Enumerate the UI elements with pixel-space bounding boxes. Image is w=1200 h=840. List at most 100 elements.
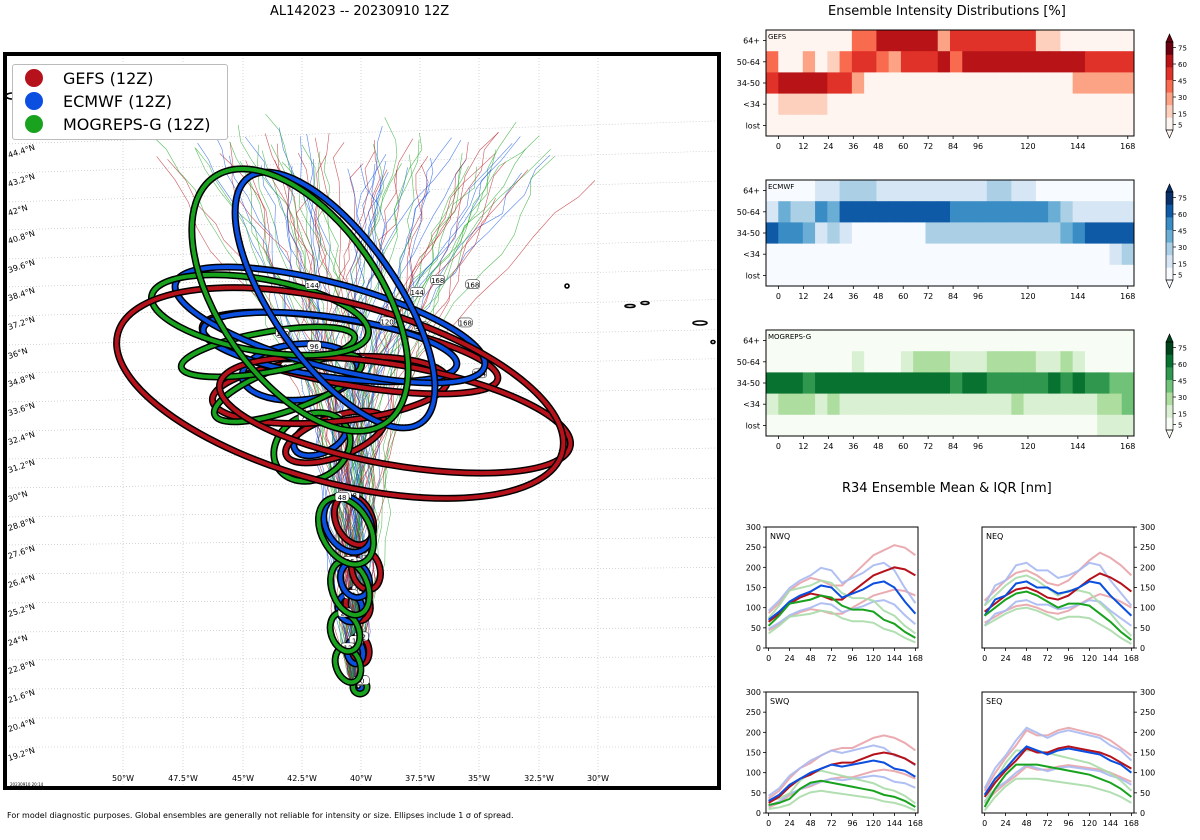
heatmap-cell xyxy=(1121,201,1135,223)
colorbar-min-arrow xyxy=(1165,129,1174,139)
colorbar-tick-label: 5 xyxy=(1178,122,1182,130)
heatmap-cell xyxy=(778,393,791,416)
heatmap-cell xyxy=(1109,393,1123,416)
heatmap-cell xyxy=(1023,72,1037,94)
colorbar-tick-label: 15 xyxy=(1178,411,1187,419)
heatmap-cell xyxy=(778,351,791,373)
x-tick-label: 48 xyxy=(805,654,815,663)
colorbar-tick-label: 75 xyxy=(1178,195,1187,203)
heatmap-cell xyxy=(913,414,926,437)
heatmap-cell xyxy=(1121,372,1135,394)
heatmap-cell xyxy=(1084,264,1098,287)
heatmap-cell xyxy=(790,330,804,352)
mean-line xyxy=(983,580,1133,617)
heatmap-cell xyxy=(778,30,791,52)
heatmap-cell xyxy=(999,222,1012,244)
heatmap-cell xyxy=(1072,243,1086,266)
heatmap-cell xyxy=(815,51,828,73)
heatmap-cell xyxy=(790,180,804,202)
colorbar-max-arrow xyxy=(1165,33,1174,43)
heatmap-cell xyxy=(1060,243,1074,266)
y-tick-label: 34-50 xyxy=(737,229,760,238)
heatmap-cell xyxy=(1109,93,1123,116)
mean-line xyxy=(983,763,1132,808)
heatmap-cell xyxy=(950,264,963,287)
heatmap-cell xyxy=(913,180,926,202)
heatmap-cell xyxy=(1011,330,1024,352)
heatmap-cell xyxy=(1072,201,1086,223)
heatmap-cell xyxy=(1084,51,1098,73)
heatmap-cell xyxy=(1011,72,1024,94)
y-tick-label: 0 xyxy=(1140,644,1145,653)
heatmap-cell xyxy=(766,72,779,94)
r34-plot-nwq: NWQ 0 24 48 72 96 120 144 168 0 50 100 150 200 250 300 xyxy=(746,523,923,663)
x-tick-label: 48 xyxy=(1021,819,1031,828)
heatmap-cell xyxy=(925,30,939,52)
colorbar-segment xyxy=(1166,242,1173,256)
heatmap-cell xyxy=(925,414,939,437)
heatmap-cell xyxy=(937,351,951,373)
legend-label: GEFS (12Z) xyxy=(63,68,154,88)
heatmap-cell xyxy=(876,393,890,416)
heatmap-cell xyxy=(999,93,1012,116)
heatmap-cell xyxy=(1060,393,1074,416)
heatmap-cell xyxy=(950,393,963,416)
heatmap-cell xyxy=(950,222,963,244)
heatmap-cell xyxy=(900,414,914,437)
colorbar-segment xyxy=(1166,192,1173,205)
heatmap-cell xyxy=(864,264,877,287)
heatmap-cell xyxy=(1048,114,1061,137)
heatmap-cell xyxy=(1023,330,1037,352)
colorbar-segment xyxy=(1166,367,1173,381)
heatmap-cell xyxy=(851,330,865,352)
heatmap-cell xyxy=(815,393,828,416)
mean-line xyxy=(768,759,916,802)
heatmap-cell xyxy=(1097,222,1110,244)
x-tick-label: 0 xyxy=(776,442,781,451)
heatmap-cell xyxy=(1109,330,1123,352)
iqr-line xyxy=(983,749,1133,804)
heatmap-cell xyxy=(1035,51,1049,73)
y-tick-label: 34-50 xyxy=(737,79,760,88)
track-map: 0001212122424243636364848487272729696961… xyxy=(3,52,721,790)
heatmap-title: MOGREPS-G xyxy=(768,333,811,341)
heatmap-cell xyxy=(839,30,853,52)
colorbar-frame xyxy=(1165,341,1174,431)
x-tick-label: 168 xyxy=(1120,142,1135,151)
heatmap-title: GEFS xyxy=(768,33,787,41)
hour-label: 168 xyxy=(459,319,472,327)
heatmap-cell xyxy=(937,372,951,394)
heatmap-cell xyxy=(802,393,816,416)
heatmap-cell xyxy=(1060,414,1074,437)
heatmap-cell xyxy=(1084,72,1098,94)
x-tick-label: 36 xyxy=(848,292,858,301)
heatmap-cell xyxy=(1109,351,1123,373)
heatmap-cell xyxy=(1084,330,1098,352)
heatmap-cell xyxy=(766,414,779,437)
heatmap-cell xyxy=(999,114,1012,137)
heatmap-cell xyxy=(999,264,1012,287)
coastline xyxy=(710,339,716,345)
heatmap-cell xyxy=(1048,393,1061,416)
heatmap-cell xyxy=(1035,414,1049,437)
x-tick-label: 48 xyxy=(873,142,883,151)
heatmap-cell xyxy=(766,93,779,116)
heatmap-cell xyxy=(1060,30,1074,52)
colorbar-tick-label: 45 xyxy=(1178,78,1187,86)
heatmap-cell xyxy=(913,114,926,137)
heatmap-cell xyxy=(999,30,1012,52)
x-tick-label: 48 xyxy=(873,442,883,451)
y-tick-label: 50 xyxy=(1140,624,1150,633)
heatmap-cell xyxy=(974,51,988,73)
heatmap-cell xyxy=(1097,264,1110,287)
ellipse-stroke xyxy=(233,170,437,430)
heatmap-cell xyxy=(1121,351,1135,373)
y-tick-label: 100 xyxy=(1140,604,1155,613)
colorbar-segment xyxy=(1166,342,1173,355)
heatmap-cell xyxy=(900,264,914,287)
heatmap-cell xyxy=(1121,114,1135,137)
x-tick-label: 168 xyxy=(1120,442,1135,451)
x-tick-label: 96 xyxy=(973,142,983,151)
heatmap-cell xyxy=(815,330,828,352)
hour-label: 168 xyxy=(431,277,444,285)
